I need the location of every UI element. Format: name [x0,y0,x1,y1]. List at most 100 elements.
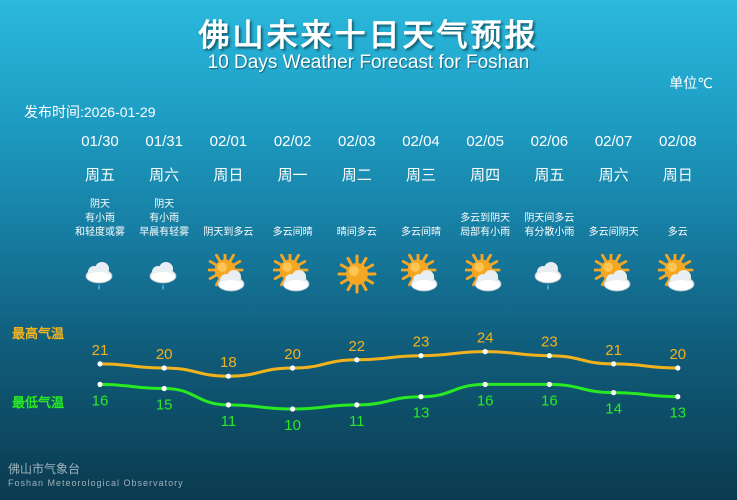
day-description: 阴天到多云 [183,196,273,240]
sun-cloud-icon [463,251,505,294]
description-line: 阴天 [90,199,110,210]
low-temp-value: 11 [221,413,237,430]
low-temp-line [99,382,678,411]
sun-cloud-icon [656,251,698,294]
description-line: 阴天到多云 [203,227,254,238]
day-weekday: 周二 [341,167,372,184]
day-date: 02/07 [594,133,633,150]
low-temp-point [290,406,296,412]
day-date: 02/05 [466,133,504,150]
low-temp-point [97,381,103,387]
description-line: 和轻度或雾 [75,227,125,238]
low-temp-point [611,390,617,396]
description-line: 晴间多云 [336,227,377,238]
high-temp-value: 20 [284,346,301,363]
sun-icon [337,254,377,294]
day-description: 多云 [633,196,723,240]
publish-time: 发布时间:2026-01-29 [24,102,156,122]
day-description: 阴天有小雨和轻度或雾 [55,196,145,240]
day-date: 02/04 [402,133,440,150]
day-description: 多云间晴 [248,196,338,240]
day-date: 02/08 [659,133,697,150]
forecast-day: 02/02 周一 多云间晴 [261,0,325,500]
sun-cloud-icon [399,251,441,294]
day-weekday: 周六 [149,167,180,184]
low-temp-point [482,381,488,387]
page-subtitle: 10 Days Weather Forecast for Foshan [207,52,530,73]
high-temp-point [675,365,681,371]
observatory-name-en: Foshan Meteorological Observatory [8,478,184,488]
day-description: 多云到阴天局部有小雨 [440,196,530,240]
sun-cloud-icon [206,251,248,294]
forecast-day: 02/03 周二晴间多云 [325,0,389,500]
low-temp-value: 16 [477,392,494,409]
day-weekday: 周五 [84,167,115,184]
forecast-day: 02/01 周日阴天到多云 [196,0,260,500]
description-line: 有小雨 [149,213,180,224]
forecast-day: 01/30 周五阴天有小雨和轻度或雾 [68,0,132,500]
cloud-rain-icon [529,254,569,294]
day-weekday: 周三 [405,167,436,184]
day-date: 02/01 [209,133,248,150]
day-description: 晴间多云 [312,196,402,240]
low-temp-point [675,394,681,400]
low-temp-value: 13 [669,405,686,422]
description-line: 早晨有轻雾 [139,227,190,238]
description-line: 多云 [667,227,688,238]
sun-cloud-icon [592,251,634,294]
forecast-day: 02/07 周六多云间阴天 [582,0,646,500]
publish-date: 2026-01-29 [83,104,156,120]
day-weekday: 周四 [470,167,501,184]
high-temp-point [97,361,103,367]
day-date: 02/03 [338,133,376,150]
day-date: 01/31 [145,133,183,150]
high-temp-point [418,353,424,359]
description-line: 有小雨 [85,213,115,224]
day-date: 02/02 [273,133,312,150]
description-line: 阴天 [154,199,175,210]
description-line: 多云到阴天 [460,213,511,224]
high-temp-point [482,349,488,355]
high-temp-value: 21 [605,342,622,359]
low-temp-value: 15 [156,397,173,414]
day-weekday: 周六 [598,167,629,184]
high-temp-label: 最高气温 [12,326,65,341]
cloud-rain-icon [144,254,184,294]
description-line: 多云间晴 [272,227,313,238]
day-description: 阴天间多云有分散小雨 [504,196,594,240]
low-temp-value: 11 [349,413,365,430]
sun-cloud-icon [271,251,313,294]
observatory-name: 佛山市气象台 [8,462,81,476]
unit-label: 单位℃ [669,75,713,91]
description-line: 多云间阴天 [588,227,639,238]
description-line: 局部有小雨 [460,227,511,238]
forecast-day: 02/04 周三多云间晴 [389,0,453,500]
day-description: 多云间阴天 [569,196,659,240]
low-temp-point [161,385,167,392]
low-temp-value: 10 [284,417,301,434]
low-temp-point [546,381,553,387]
high-temp-value: 23 [541,334,558,351]
high-temp-point [354,357,360,363]
low-temp-point [354,402,360,408]
forecast-day: 02/08 周日多云 [646,0,710,500]
high-temp-value: 20 [669,346,686,363]
day-weekday: 周日 [662,167,693,184]
publish-label: 发布时间: [24,104,84,120]
day-weekday: 周日 [213,167,244,184]
high-temp-point [290,365,296,371]
high-temp-point [611,361,617,367]
description-line: 多云间晴 [401,227,441,238]
low-temp-point [418,394,424,400]
high-temp-value: 22 [348,338,365,355]
day-date: 02/06 [530,133,569,150]
high-temp-point [161,365,167,371]
day-description: 多云间晴 [376,196,466,240]
low-temp-label: 最低气温 [12,395,65,410]
day-date: 01/30 [81,133,119,150]
high-temp-point [546,353,553,359]
description-line: 阴天间多云 [524,213,575,224]
page-title: 佛山未来十日天气预报 [198,18,539,53]
description-line: 有分散小雨 [524,227,575,238]
